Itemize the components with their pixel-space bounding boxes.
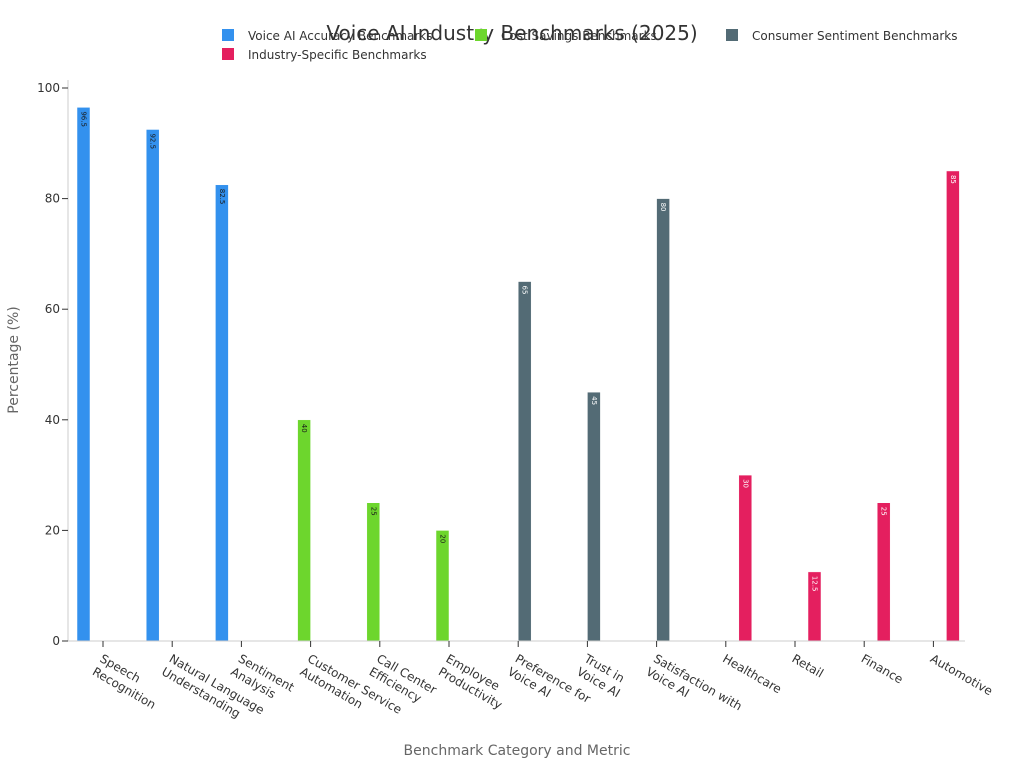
bars: 96.5 92.5 82.5 40 25 20 65 45 80 30 12.5 25 85 xyxy=(76,107,960,642)
legend-label: Industry-Specific Benchmarks xyxy=(248,48,427,62)
chart-title: Voice AI Industry Benchmarks (2025) xyxy=(326,21,697,45)
bar[interactable] xyxy=(517,281,532,642)
x-tick-label: SpeechRecognition xyxy=(90,651,166,711)
bar-value-label: 92.5 xyxy=(149,133,157,149)
bar[interactable] xyxy=(435,530,450,642)
x-axis-label: Benchmark Category and Metric xyxy=(404,743,631,759)
y-tick-label: 0 xyxy=(52,634,60,648)
bar[interactable] xyxy=(366,502,381,642)
bar-value-label: 45 xyxy=(590,396,598,405)
x-tick-label: EmployeeProductivity xyxy=(436,651,512,712)
bar[interactable] xyxy=(738,474,753,642)
bar[interactable] xyxy=(587,391,601,642)
legend-label: Cost Savings Benchmarks xyxy=(501,29,657,43)
y-tick-label: 20 xyxy=(45,523,60,537)
y-axis: 0 20 40 60 80 100 xyxy=(37,80,69,648)
legend-swatch xyxy=(222,48,234,60)
bar-value-label: 25 xyxy=(880,507,888,516)
legend: Voice AI Accuracy Benchmarks Cost Savings… xyxy=(222,29,957,62)
x-tick-label: Automotive xyxy=(928,651,995,698)
y-axis-label: Percentage (%) xyxy=(6,306,22,413)
legend-label: Consumer Sentiment Benchmarks xyxy=(752,29,957,43)
x-tick-label: Retail xyxy=(790,651,826,680)
bar-value-label: 82.5 xyxy=(218,189,226,205)
x-tick-label: Preference forVoice AI xyxy=(505,651,593,718)
bar[interactable] xyxy=(946,170,960,642)
legend-swatch xyxy=(475,29,487,41)
legend-item[interactable]: Consumer Sentiment Benchmarks xyxy=(726,29,957,43)
bar-value-label: 85 xyxy=(949,175,957,184)
bar[interactable] xyxy=(297,419,311,642)
bar-value-label: 20 xyxy=(439,534,447,543)
bar-value-label: 96.5 xyxy=(80,111,88,127)
bar-value-label: 25 xyxy=(369,507,377,516)
bar[interactable] xyxy=(656,198,670,642)
bar[interactable] xyxy=(215,184,229,642)
bar-value-label: 80 xyxy=(659,203,667,212)
bar-value-label: 12.5 xyxy=(811,576,819,592)
x-tick-label: Healthcare xyxy=(720,651,784,696)
bar-value-label: 40 xyxy=(300,424,308,433)
y-tick-label: 100 xyxy=(37,81,60,95)
bar[interactable] xyxy=(145,129,160,642)
legend-item[interactable]: Industry-Specific Benchmarks xyxy=(222,48,427,62)
bar-value-label: 65 xyxy=(521,286,529,295)
legend-swatch xyxy=(222,29,234,41)
y-tick-label: 40 xyxy=(45,413,60,427)
bar-value-label: 30 xyxy=(741,479,749,488)
y-tick-label: 60 xyxy=(45,302,60,316)
legend-item[interactable]: Cost Savings Benchmarks xyxy=(475,29,657,43)
legend-item[interactable]: Voice AI Accuracy Benchmarks xyxy=(222,29,433,43)
y-tick-label: 80 xyxy=(45,192,60,206)
bar[interactable] xyxy=(76,107,91,642)
legend-label: Voice AI Accuracy Benchmarks xyxy=(248,29,433,43)
bar[interactable] xyxy=(876,502,891,642)
legend-swatch xyxy=(726,29,738,41)
x-tick-label: Finance xyxy=(859,651,906,686)
x-axis: SpeechRecognition Natural LanguageUnderst… xyxy=(68,640,995,721)
